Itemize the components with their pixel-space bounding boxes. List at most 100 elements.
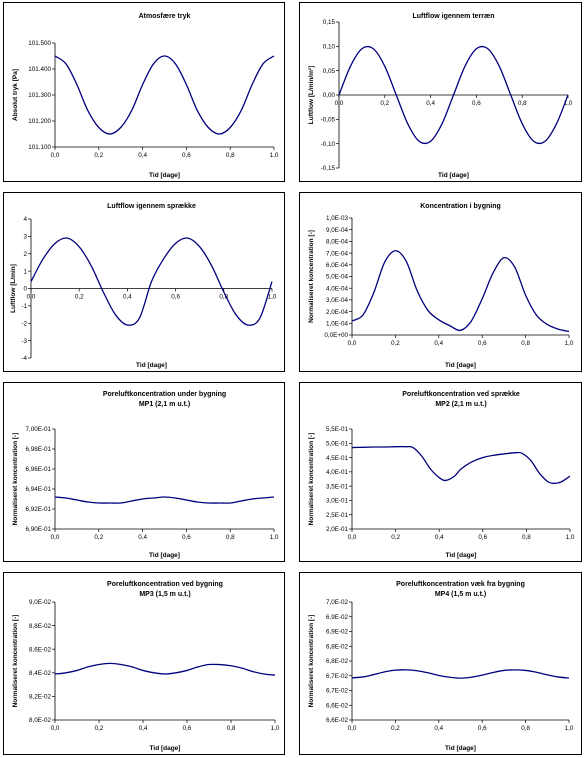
y-tick-label: 101.400 bbox=[28, 66, 51, 73]
chart-subtitle: MP2 (2,1 m u.t.) bbox=[435, 401, 486, 408]
y-tick-label: 3,0E-04 bbox=[326, 297, 349, 304]
y-tick-label: 2 bbox=[23, 251, 27, 258]
x-tick-label: 0,0 bbox=[51, 534, 60, 541]
chart-subtitle: MP1 (2,1 m u.t.) bbox=[139, 401, 190, 408]
x-axis-title: Tid [dage] bbox=[136, 362, 167, 369]
x-tick-label: 0,2 bbox=[391, 534, 400, 541]
y-tick-label: 9,0E-02 bbox=[29, 599, 52, 606]
y-tick-label: 0,10 bbox=[323, 44, 336, 51]
y-tick-label: 7,00E-01 bbox=[25, 426, 51, 433]
y-tick-label: 5,0E-01 bbox=[326, 440, 349, 447]
y-tick-label: 1 bbox=[23, 268, 27, 275]
x-tick-label: 0,4 bbox=[138, 152, 147, 159]
x-tick-label: 0,2 bbox=[94, 534, 103, 541]
y-tick-label: 6,0E-04 bbox=[326, 262, 349, 269]
y-tick-label: 6,90E-01 bbox=[25, 526, 51, 533]
y-axis-title: Normaliseret koncentration [-] bbox=[308, 230, 315, 323]
x-tick-label: 0,6 bbox=[478, 340, 487, 347]
x-axis-title: Tid [dage] bbox=[149, 552, 180, 559]
x-tick-label: 1,0 bbox=[564, 100, 573, 107]
x-tick-label: 0,4 bbox=[138, 534, 147, 541]
x-tick-label: 0,4 bbox=[435, 534, 444, 541]
y-tick-label: 6,7E-02 bbox=[326, 688, 349, 695]
y-tick-label: 4,0E-01 bbox=[326, 469, 349, 476]
series-line bbox=[351, 445, 571, 484]
x-tick-label: 0,6 bbox=[183, 725, 192, 732]
y-tick-label: -1 bbox=[21, 303, 27, 310]
chart-svg: Atmosfære tryk 101.100 101.200 101.300 101.4… bbox=[12, 13, 279, 179]
chart-title: Luftflow igennem sprække bbox=[107, 203, 196, 210]
x-tick-label: 0,0 bbox=[348, 725, 357, 732]
y-axis-title: Normaliseret koncentration [-] bbox=[12, 433, 19, 526]
y-tick-label: 6,8E-02 bbox=[326, 658, 349, 665]
y-tick-label: 6,94E-01 bbox=[25, 486, 51, 493]
x-tick-label: 0,8 bbox=[521, 340, 530, 347]
y-tick-label: 2,0E-01 bbox=[326, 526, 349, 533]
y-tick-label: -3 bbox=[21, 338, 27, 345]
chart-svg: Poreluftkoncentration væk fra bygning MP4… bbox=[308, 581, 574, 752]
x-tick-label: 1,0 bbox=[271, 725, 280, 732]
x-tick-label: 0,2 bbox=[75, 294, 84, 301]
x-tick-label: 0,6 bbox=[478, 725, 487, 732]
x-tick-label: 0,2 bbox=[94, 152, 103, 159]
x-tick-label: 0,8 bbox=[219, 294, 228, 301]
series-line bbox=[351, 250, 570, 333]
x-tick-label: 0,6 bbox=[182, 534, 191, 541]
chart-panel-6: Poreluftkoncentration ved sprække MP2 (2,… bbox=[299, 382, 582, 562]
y-tick-label: 6,7E-02 bbox=[326, 673, 349, 680]
x-tick-label: 1,0 bbox=[270, 152, 279, 159]
y-tick-label: 2,0E-04 bbox=[326, 309, 349, 316]
y-axis-title: Normaliseret koncentration [-] bbox=[308, 433, 315, 526]
y-tick-label: 8,0E-02 bbox=[29, 717, 52, 724]
chart-svg: Luftflow igennem terræn -0,15 -0,10 -0,05 0,… bbox=[308, 13, 573, 179]
y-tick-label: 7,0E-02 bbox=[326, 599, 349, 606]
y-axis-title: Luftflow [L/min] bbox=[10, 264, 17, 313]
x-tick-label: 0,4 bbox=[434, 340, 443, 347]
y-tick-label: 8,4E-02 bbox=[29, 670, 52, 677]
y-tick-label: 6,98E-01 bbox=[25, 446, 51, 453]
chart-svg: Poreluftkoncentration ved bygning MP3 (1,… bbox=[12, 581, 280, 752]
x-tick-label: 0,0 bbox=[27, 294, 36, 301]
x-tick-label: 1,0 bbox=[565, 725, 574, 732]
y-tick-label: 3,5E-01 bbox=[326, 483, 349, 490]
y-tick-label: 8,6E-02 bbox=[29, 646, 52, 653]
series-line bbox=[54, 55, 275, 135]
x-tick-label: 0,0 bbox=[51, 152, 60, 159]
chart-title: Atmosfære tryk bbox=[139, 13, 191, 20]
x-tick-label: 0,8 bbox=[226, 152, 235, 159]
y-tick-label: 4,0E-04 bbox=[326, 285, 349, 292]
chart-title: Poreluftkoncentration væk fra bygning bbox=[396, 581, 525, 588]
x-tick-label: 0,4 bbox=[426, 100, 435, 107]
y-axis-title: Normaliseret koncentration [-] bbox=[12, 615, 19, 708]
y-tick-label: 6,96E-01 bbox=[25, 466, 51, 473]
x-tick-label: 0,8 bbox=[521, 725, 530, 732]
y-tick-label: -0,15 bbox=[321, 165, 336, 172]
chart-panel-5: Poreluftkoncentration under bygning MP1 (… bbox=[3, 382, 285, 562]
x-tick-label: 0,2 bbox=[380, 100, 389, 107]
y-tick-label: 5,5E-01 bbox=[326, 426, 349, 433]
y-tick-label: 6,8E-02 bbox=[326, 643, 349, 650]
x-tick-label: 0,4 bbox=[139, 725, 148, 732]
y-tick-label: 6,9E-02 bbox=[326, 629, 349, 636]
y-tick-label: 6,9E-02 bbox=[326, 614, 349, 621]
y-tick-label: 8,8E-02 bbox=[29, 623, 52, 630]
chart-panel-1: Atmosfære tryk 101.100 101.200 101.300 101.4… bbox=[3, 2, 285, 182]
x-tick-label: 1,0 bbox=[566, 534, 575, 541]
y-tick-label: 101.200 bbox=[28, 118, 51, 125]
series-line bbox=[30, 237, 273, 326]
x-tick-label: 0,6 bbox=[171, 294, 180, 301]
y-tick-label: -2 bbox=[21, 320, 27, 327]
chart-title: Poreluftkoncentration ved sprække bbox=[402, 391, 520, 398]
chart-title: Poreluftkoncentration ved bygning bbox=[107, 581, 223, 588]
x-axis-title: Tid [dage] bbox=[150, 745, 181, 752]
x-axis-title: Tid [dage] bbox=[445, 745, 476, 752]
chart-panel-2: Luftflow igennem terræn -0,15 -0,10 -0,05 0,… bbox=[299, 2, 582, 182]
y-tick-label: 9,0E-04 bbox=[326, 227, 349, 234]
y-tick-label: 3 bbox=[23, 234, 27, 241]
y-tick-label: 3,0E-01 bbox=[326, 498, 349, 505]
chart-panel-8: Poreluftkoncentration væk fra bygning MP4… bbox=[299, 572, 582, 755]
chart-svg: Koncentration i bygning 0,0E+00 1,0E-04 2,0… bbox=[308, 203, 574, 369]
y-tick-label: 0,05 bbox=[323, 68, 336, 75]
chart-panel-7: Poreluftkoncentration ved bygning MP3 (1,… bbox=[3, 572, 285, 755]
y-tick-label: -0,10 bbox=[321, 141, 336, 148]
